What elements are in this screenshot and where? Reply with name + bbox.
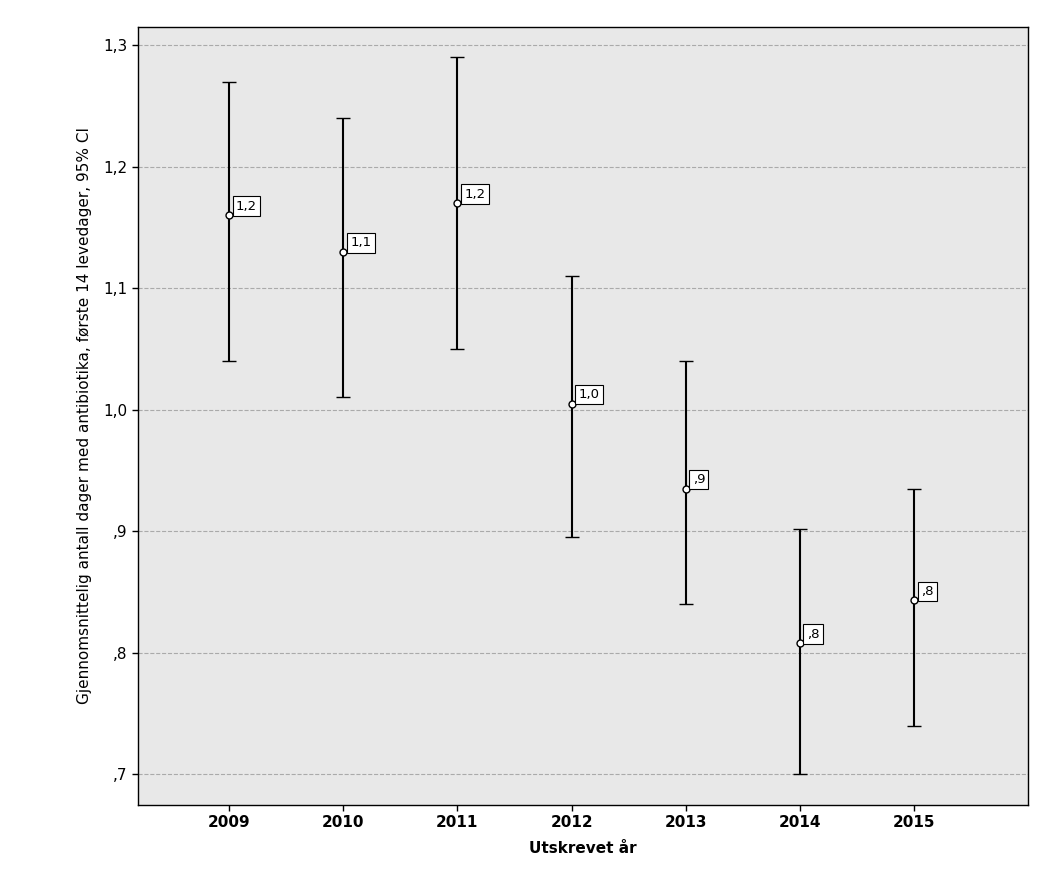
Text: 1,2: 1,2 [464,188,485,200]
Text: ,9: ,9 [692,473,705,486]
Text: ,8: ,8 [807,628,819,640]
Text: 1,1: 1,1 [350,236,371,249]
Text: 1,0: 1,0 [579,388,600,401]
Text: 1,2: 1,2 [236,199,258,213]
X-axis label: Utskrevet år: Utskrevet år [529,841,637,856]
Text: ,8: ,8 [921,585,934,598]
Y-axis label: Gjennomsnittelig antall dager med antibiotika, første 14 levedager, 95% CI: Gjennomsnittelig antall dager med antibi… [77,127,92,704]
